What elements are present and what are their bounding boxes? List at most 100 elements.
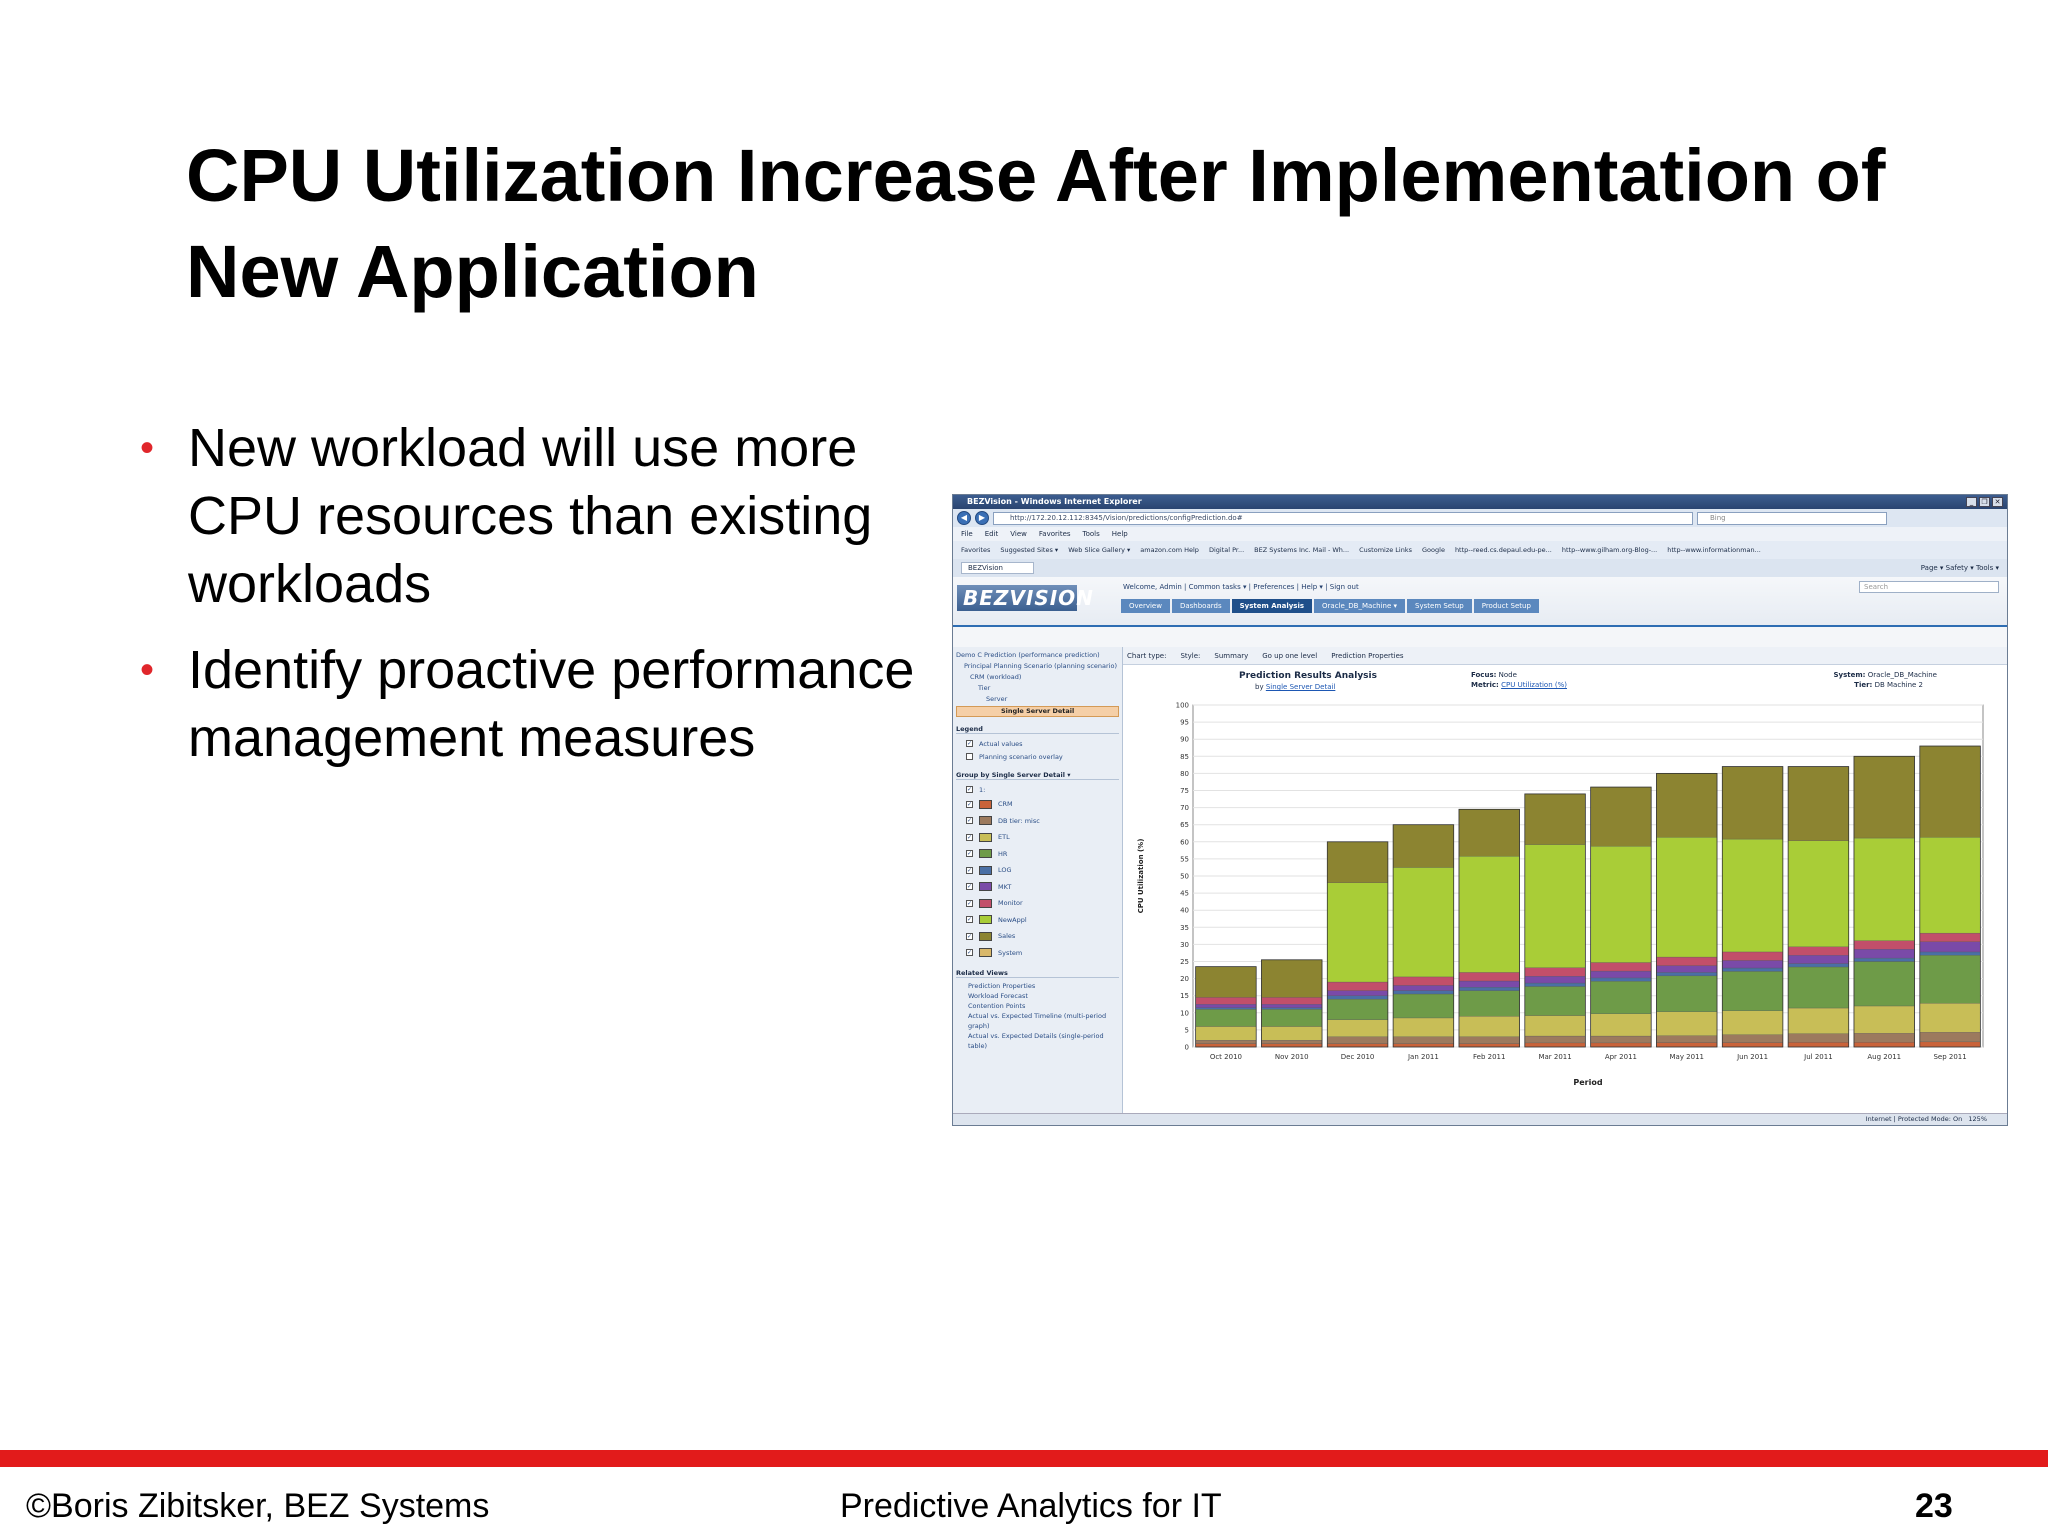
browser-tab[interactable]: BEZVision — [961, 562, 1034, 574]
menu-favorites[interactable]: Favorites — [1038, 530, 1071, 538]
minimize-icon[interactable]: _ — [1966, 497, 1977, 507]
x-tick-label: Aug 2011 — [1867, 1053, 1901, 1061]
checkbox-checked[interactable]: ✓ — [966, 800, 973, 808]
series-legend-item[interactable]: ✓ DB tier: misc — [956, 813, 1119, 830]
series-legend-item[interactable]: ✓ LOG — [956, 862, 1119, 879]
summary-button[interactable]: Summary — [1214, 652, 1249, 660]
address-input[interactable]: http://172.20.12.112:8345/Vision/predict… — [993, 511, 1693, 525]
checkbox-checked[interactable]: ✓ — [966, 866, 973, 874]
favorites-link[interactable]: http--www.informationman... — [1667, 546, 1761, 554]
favorites-link[interactable]: Google — [1422, 546, 1445, 554]
bar-segment — [1195, 1043, 1257, 1048]
checkbox-checked[interactable]: ✓ — [966, 740, 973, 747]
favorites-link[interactable]: http--www.gilham.org-Blog-... — [1561, 546, 1658, 554]
series-swatch — [979, 915, 992, 925]
series-legend-label: DB tier: misc — [998, 816, 1040, 825]
go-up-button[interactable]: Go up one level — [1262, 652, 1318, 660]
favorites-link[interactable]: http--reed.cs.depaul.edu-pe... — [1454, 546, 1552, 554]
menu-help[interactable]: Help — [1111, 530, 1128, 538]
menu-view[interactable]: View — [1010, 530, 1027, 538]
bar-segment — [1787, 946, 1849, 956]
metric-link[interactable]: CPU Utilization (%) — [1501, 681, 1567, 689]
prediction-properties-button[interactable]: Prediction Properties — [1331, 652, 1404, 660]
system-value: Oracle_DB_Machine — [1867, 671, 1937, 679]
group-header[interactable]: Group by Single Server Detail ▾ — [956, 771, 1119, 780]
bar-segment — [1722, 960, 1784, 969]
related-view-link[interactable]: Actual vs. Expected Details (single-peri… — [968, 1032, 1104, 1050]
series-legend-item[interactable]: ✓ CRM — [956, 796, 1119, 813]
related-view-link[interactable]: Workload Forecast — [968, 992, 1028, 1000]
tree-item[interactable]: Demo C Prediction (performance predictio… — [956, 651, 1100, 659]
checkbox-checked[interactable]: ✓ — [966, 916, 973, 924]
favorites-link[interactable]: Digital Pr... — [1208, 546, 1245, 554]
tree-item[interactable]: Principal Planning Scenario (planning sc… — [964, 662, 1118, 670]
related-view-link[interactable]: Contention Points — [968, 1002, 1026, 1010]
series-legend-item[interactable]: ✓ HR — [956, 846, 1119, 863]
related-view-link[interactable]: Actual vs. Expected Timeline (multi-peri… — [968, 1012, 1107, 1030]
tree-item[interactable]: Server — [986, 695, 1008, 703]
favorites-link[interactable]: Web Slice Gallery ▾ — [1068, 546, 1131, 554]
series-legend-item[interactable]: ✓ Monitor — [956, 895, 1119, 912]
bullet-list: • New workload will use more CPU resource… — [140, 414, 920, 790]
checkbox-checked[interactable]: ✓ — [966, 949, 973, 957]
checkbox-checked[interactable]: ✓ — [966, 899, 973, 907]
bar-segment — [1656, 972, 1718, 977]
series-swatch — [979, 865, 992, 875]
back-icon[interactable]: ◀ — [957, 511, 971, 525]
checkbox-unchecked[interactable] — [966, 753, 973, 760]
checkbox-checked[interactable]: ✓ — [966, 850, 973, 858]
bar-segment — [1392, 1036, 1454, 1044]
tab-oracle-db-machine[interactable]: Oracle_DB_Machine ▾ — [1314, 599, 1406, 613]
close-icon[interactable]: ✕ — [1992, 497, 2003, 507]
tab-system-setup[interactable]: System Setup — [1407, 599, 1472, 613]
series-legend-item[interactable]: ✓ System — [956, 945, 1119, 962]
checkbox-checked[interactable]: ✓ — [966, 932, 973, 940]
tab-overview[interactable]: Overview — [1121, 599, 1170, 613]
style-control[interactable]: Style: — [1180, 652, 1201, 660]
favorites-link[interactable]: Customize Links — [1359, 546, 1413, 554]
tab-product-setup[interactable]: Product Setup — [1473, 599, 1539, 613]
by-link[interactable]: Single Server Detail — [1265, 683, 1336, 691]
bullet-text: Identify proactive performance managemen… — [188, 640, 915, 768]
tree-item[interactable]: Tier — [978, 684, 991, 692]
series-legend-item[interactable]: ✓ NewAppl — [956, 912, 1119, 929]
welcome-links[interactable]: Welcome, Admin | Common tasks ▾ | Prefer… — [1123, 583, 1359, 591]
tree-item[interactable]: CRM (workload) — [970, 673, 1022, 681]
tab-dashboards[interactable]: Dashboards — [1171, 599, 1230, 613]
legend-option[interactable]: Planning scenario overlay — [956, 750, 1119, 763]
browser-search-input[interactable]: Bing — [1697, 511, 1887, 525]
zoom-level[interactable]: 125% — [1968, 1115, 1987, 1123]
checkbox-checked[interactable]: ✓ — [966, 883, 973, 891]
series-legend-item[interactable]: ✓ ETL — [956, 829, 1119, 846]
checkbox-checked[interactable]: ✓ — [966, 817, 973, 825]
bar-segment — [1919, 1041, 1981, 1048]
stacked-bar-chart: 0 5 10 15 20 25 30 35 40 45 50 55 60 65 70 75 80 85 90 95 10… — [1137, 702, 1984, 1087]
menu-tools[interactable]: Tools — [1082, 530, 1100, 538]
related-view-link[interactable]: Prediction Properties — [968, 982, 1036, 990]
favorites-link[interactable]: amazon.com Help — [1140, 546, 1199, 554]
favorites-link[interactable]: BEZ Systems Inc. Mail - Wh... — [1254, 546, 1350, 554]
app-search-input[interactable]: Search — [1859, 581, 1999, 593]
legend-option[interactable]: ✓ Actual values — [956, 737, 1119, 750]
series-swatch — [979, 898, 992, 908]
checkbox-checked[interactable]: ✓ — [966, 786, 973, 793]
series-legend-item[interactable]: ✓ Sales — [956, 928, 1119, 945]
group-all-row[interactable]: ✓ 1: — [956, 783, 1119, 796]
bar-segment — [1787, 955, 1849, 964]
bar-segment — [1853, 1005, 1915, 1034]
favorites-link[interactable]: Favorites — [961, 546, 991, 554]
browser-tab-tools[interactable]: Page ▾ Safety ▾ Tools ▾ — [1920, 564, 1999, 572]
restore-icon[interactable]: ❐ — [1979, 497, 1990, 507]
menu-file[interactable]: File — [961, 530, 973, 538]
bar-segment — [1458, 986, 1520, 991]
tab-system-analysis[interactable]: System Analysis — [1231, 599, 1313, 613]
bar-segment — [1656, 1035, 1718, 1043]
series-legend-item[interactable]: ✓ MKT — [956, 879, 1119, 896]
menu-edit[interactable]: Edit — [984, 530, 999, 538]
bar-outline — [1787, 766, 1850, 1048]
favorites-link[interactable]: Suggested Sites ▾ — [1000, 546, 1059, 554]
chart-type-control[interactable]: Chart type: — [1127, 652, 1167, 660]
checkbox-checked[interactable]: ✓ — [966, 833, 973, 841]
tree-item-selected[interactable]: Single Server Detail — [956, 706, 1119, 717]
forward-icon[interactable]: ▶ — [975, 511, 989, 525]
